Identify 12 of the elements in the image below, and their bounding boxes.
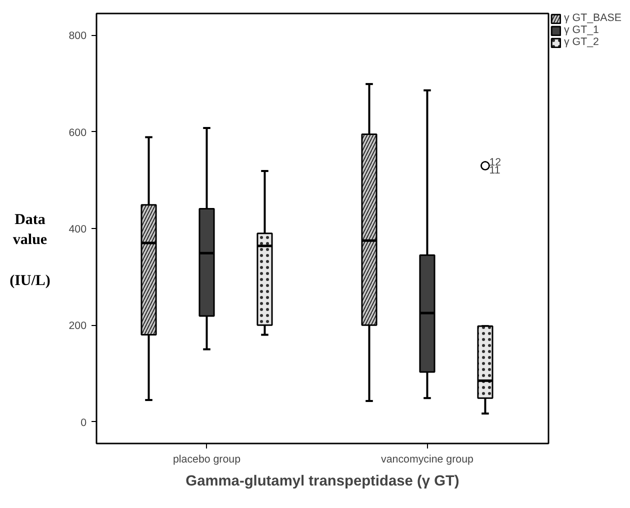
legend-label: γ GT_2 [564, 36, 599, 48]
y-tick-label: 600 [68, 126, 87, 139]
x-tick-label: placebo group [172, 454, 241, 466]
legend-label: γ GT_1 [564, 24, 599, 36]
x-tick-label: vancomycine group [381, 454, 474, 466]
text: Data value (IU/L) [10, 212, 50, 289]
y-tick-label: 800 [68, 30, 87, 42]
y-tick-label: 400 [68, 224, 87, 236]
x-axis-title: Gamma-glutamyl transpeptidase (γ GT) [186, 474, 460, 490]
legend-label: γ GT_BASE [564, 12, 622, 24]
y-tick-label: 200 [68, 320, 87, 332]
y-tick-label: 0 [80, 416, 87, 429]
